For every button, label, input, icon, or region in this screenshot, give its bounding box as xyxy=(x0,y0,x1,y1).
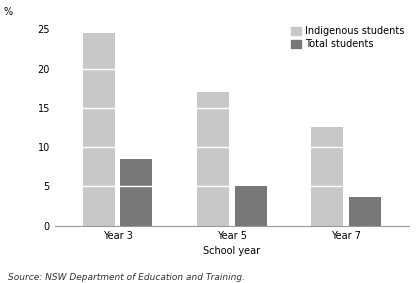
X-axis label: School year: School year xyxy=(203,246,260,256)
Bar xyxy=(311,128,343,226)
Bar xyxy=(235,186,267,226)
Text: %: % xyxy=(3,7,12,17)
Legend: Indigenous students, Total students: Indigenous students, Total students xyxy=(287,22,408,53)
Bar xyxy=(83,33,115,226)
Bar xyxy=(349,197,381,226)
Bar xyxy=(121,159,153,226)
Bar xyxy=(197,92,229,226)
Text: Source: NSW Department of Education and Training.: Source: NSW Department of Education and … xyxy=(8,273,245,282)
